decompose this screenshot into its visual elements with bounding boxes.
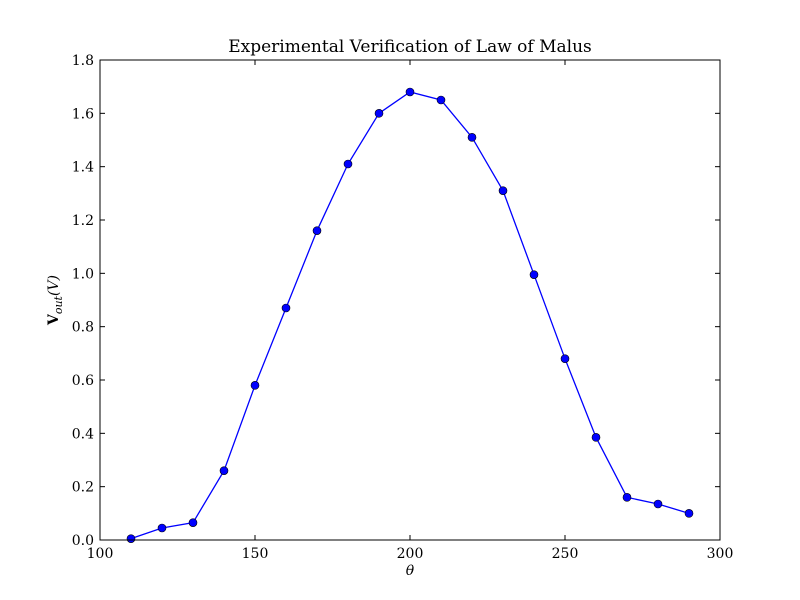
data-point [343, 159, 353, 169]
x-tick-label: 150 [242, 546, 269, 562]
data-point [405, 87, 415, 97]
y-tick-label: 1.2 [72, 213, 94, 229]
plot-frame [99, 59, 721, 541]
data-point [436, 95, 446, 105]
data-point [529, 270, 539, 279]
ticks-layer: 100 150 200 250 300 0.0 0.2 0.4 0.6 0.8 1.0 1.2 1.4 1… [72, 53, 734, 562]
y-tick-label: 1.6 [72, 106, 94, 122]
y-tick-label: 0.8 [72, 320, 94, 336]
y-tick-label: 1.8 [72, 53, 94, 69]
y-tick-label: 0.4 [72, 426, 94, 442]
x-tick-label: 200 [397, 546, 424, 562]
series-layer [126, 87, 694, 543]
plot-area [100, 60, 720, 540]
data-point [560, 354, 570, 363]
data-point [622, 493, 632, 502]
data-point [157, 523, 167, 533]
y-axis-label-suffix: (V) [46, 275, 62, 296]
y-tick-label: 1.4 [72, 160, 94, 176]
data-point [126, 534, 136, 543]
data-point [250, 381, 260, 390]
x-tick-label: 300 [707, 546, 734, 562]
data-point [281, 303, 291, 313]
y-tick-label: 1.0 [72, 266, 94, 282]
x-tick-label: 100 [87, 546, 114, 562]
x-tick-label: 250 [552, 546, 579, 562]
chart-title: Experimental Verification of Law of Malu… [228, 37, 592, 57]
data-point [591, 433, 601, 442]
y-axis-label-sub: out [52, 295, 65, 314]
y-axis-label: Vout(V) [46, 275, 65, 326]
data-point [684, 509, 694, 518]
data-point [219, 466, 229, 475]
y-tick-label: 0.0 [72, 533, 94, 549]
y-tick-label: 0.2 [72, 480, 94, 496]
x-axis-label: θ [406, 563, 415, 579]
data-point [374, 109, 384, 118]
data-point [467, 133, 477, 142]
data-point [498, 186, 508, 195]
data-point [188, 518, 198, 527]
data-point [312, 226, 322, 235]
data-point [653, 499, 663, 509]
y-tick-label: 0.6 [72, 373, 94, 389]
y-axis-label-main: V [46, 313, 62, 326]
